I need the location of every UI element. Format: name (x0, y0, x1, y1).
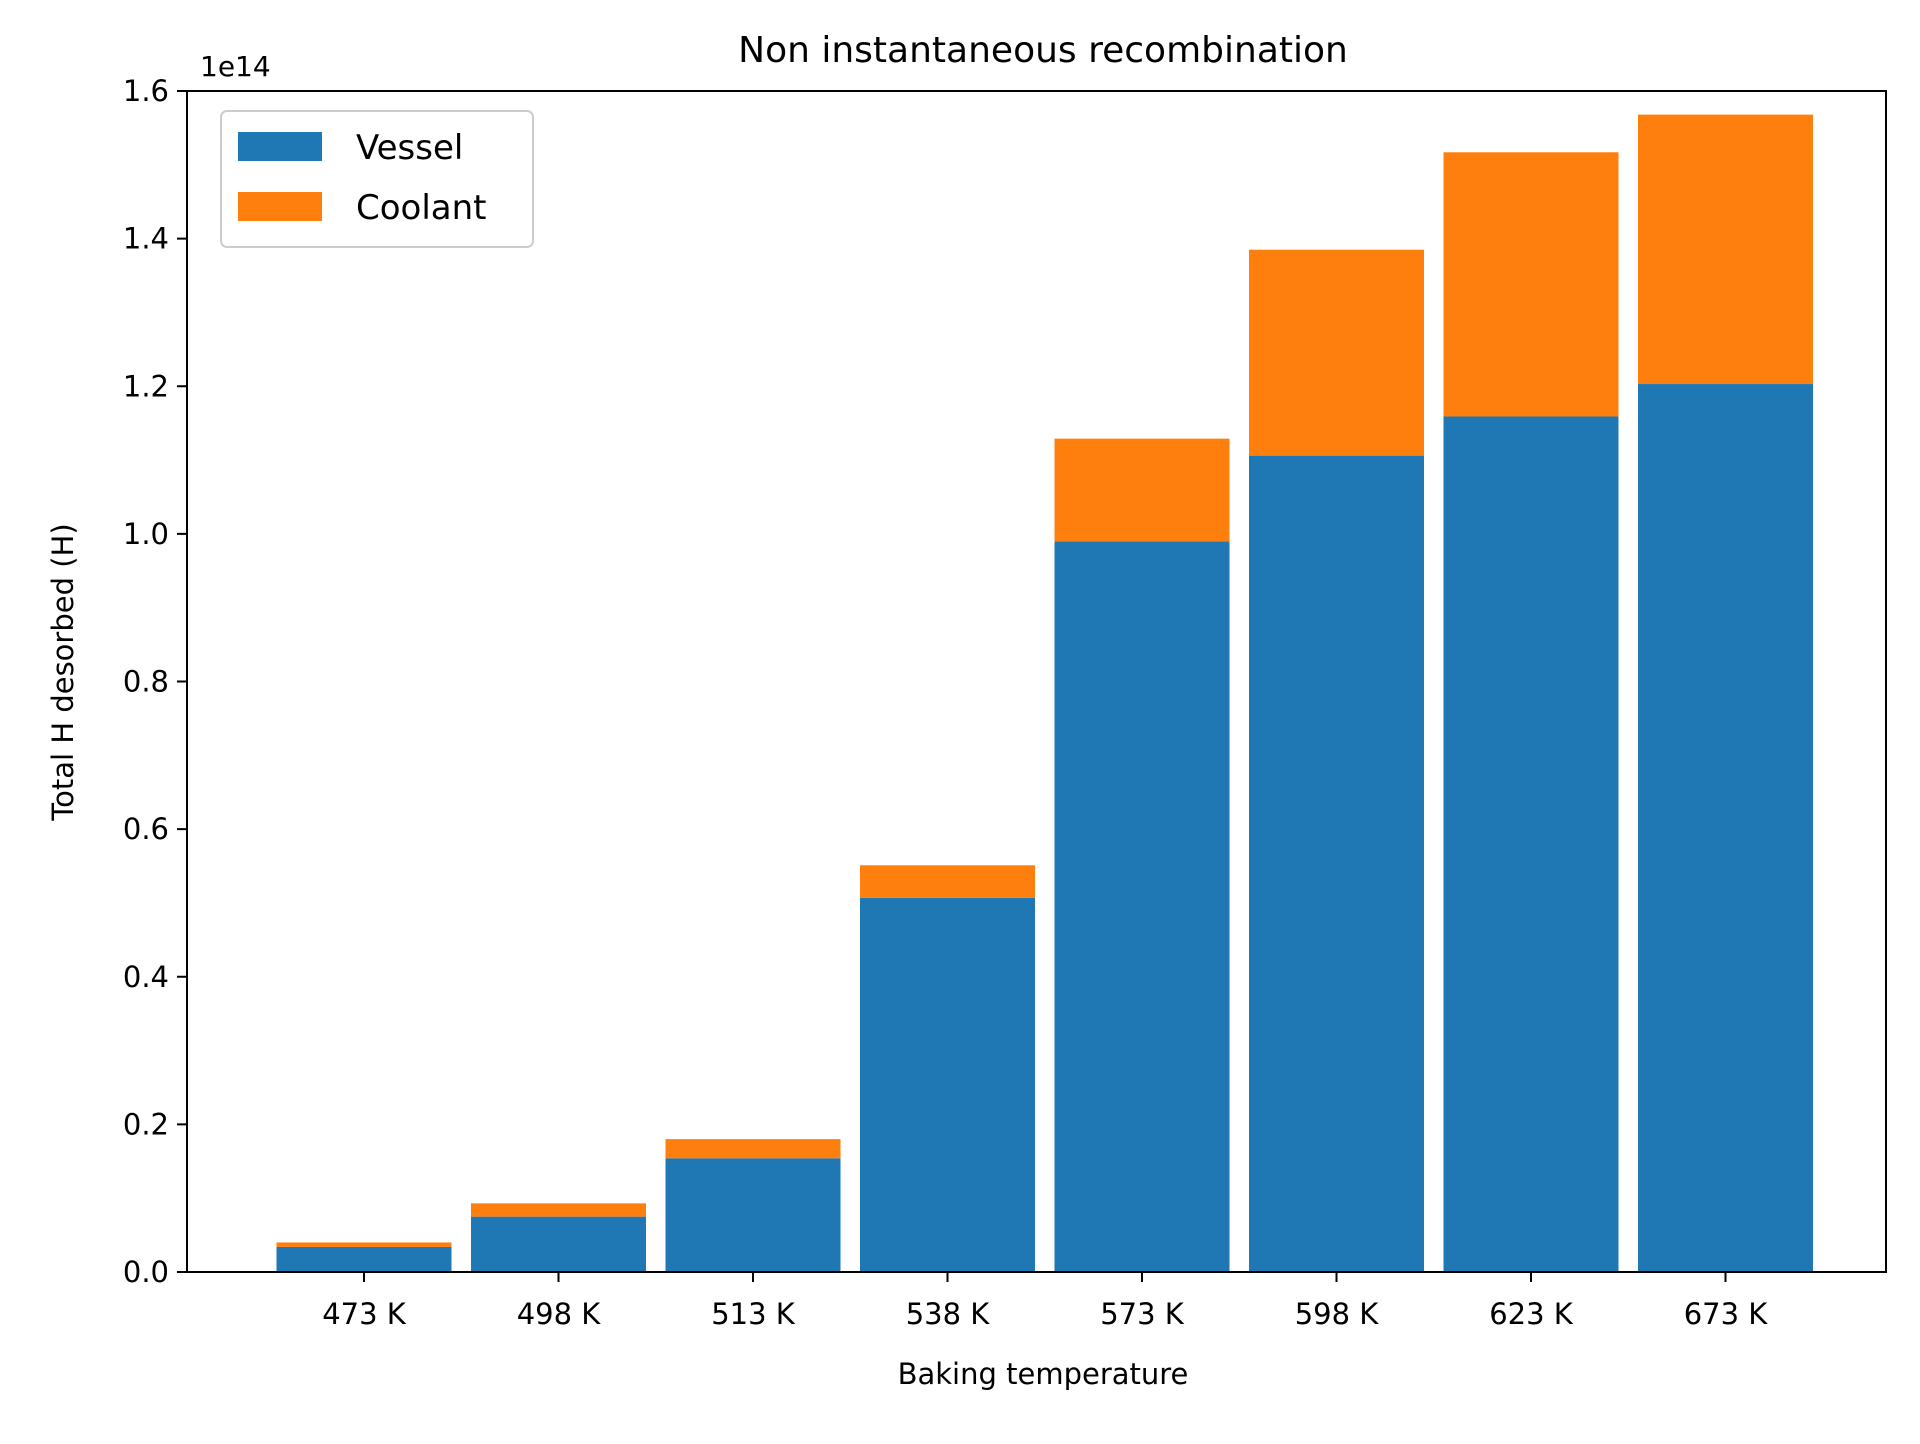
x-tick-label: 498 K (517, 1297, 602, 1331)
bar-vessel-7 (1638, 384, 1813, 1272)
bars-layer (276, 114, 1813, 1272)
chart-title: Non instantaneous recombination (738, 30, 1348, 71)
legend-label-vessel: Vessel (356, 128, 463, 168)
x-axis-label: Baking temperature (898, 1357, 1189, 1391)
bar-coolant-1 (471, 1203, 646, 1217)
y-tick-label: 0.0 (123, 1255, 169, 1289)
bar-vessel-4 (1054, 541, 1230, 1272)
bar-vessel-0 (276, 1246, 452, 1272)
plot-area-frame (186, 90, 1887, 1273)
legend-label-coolant: Coolant (356, 188, 487, 228)
legend: Vessel Coolant (220, 110, 534, 248)
ticks-layer: 0.0 0.2 0.4 0.6 0.8 1.0 1.2 1.4 1.6 473 K 498 K 513… (123, 74, 1768, 1331)
bar-vessel-2 (665, 1158, 841, 1272)
bar-coolant-2 (665, 1139, 841, 1159)
y-tick-label: 0.6 (123, 812, 169, 846)
y-scale-label: 1e14 (200, 50, 271, 83)
y-tick-label: 1.4 (123, 222, 169, 256)
y-tick-label: 1.0 (123, 517, 169, 551)
x-tick-label: 673 K (1684, 1297, 1769, 1331)
y-tick-label: 0.8 (123, 665, 169, 699)
bar-coolant-0 (276, 1242, 452, 1247)
y-tick-label: 0.4 (123, 960, 169, 994)
bar-vessel-1 (471, 1216, 646, 1272)
bar-coolant-5 (1249, 249, 1424, 456)
x-tick-label: 598 K (1295, 1297, 1380, 1331)
y-tick-label: 0.2 (123, 1107, 169, 1141)
bar-vessel-6 (1443, 416, 1619, 1272)
bar-vessel-3 (860, 897, 1035, 1272)
y-tick-label: 1.6 (123, 74, 169, 108)
bar-coolant-6 (1443, 152, 1619, 417)
bar-vessel-5 (1249, 455, 1424, 1272)
x-tick-label: 473 K (322, 1297, 407, 1331)
legend-swatch-coolant (238, 192, 322, 221)
x-tick-label: 538 K (906, 1297, 991, 1331)
y-tick-label: 1.2 (123, 369, 169, 403)
y-axis-label: Total H desorbed (H) (46, 523, 80, 821)
bar-coolant-7 (1638, 114, 1813, 385)
x-tick-label: 573 K (1100, 1297, 1185, 1331)
bar-coolant-3 (860, 865, 1035, 898)
x-tick-label: 623 K (1489, 1297, 1574, 1331)
bar-coolant-4 (1054, 438, 1230, 542)
legend-swatch-vessel (238, 132, 322, 161)
x-tick-label: 513 K (711, 1297, 796, 1331)
